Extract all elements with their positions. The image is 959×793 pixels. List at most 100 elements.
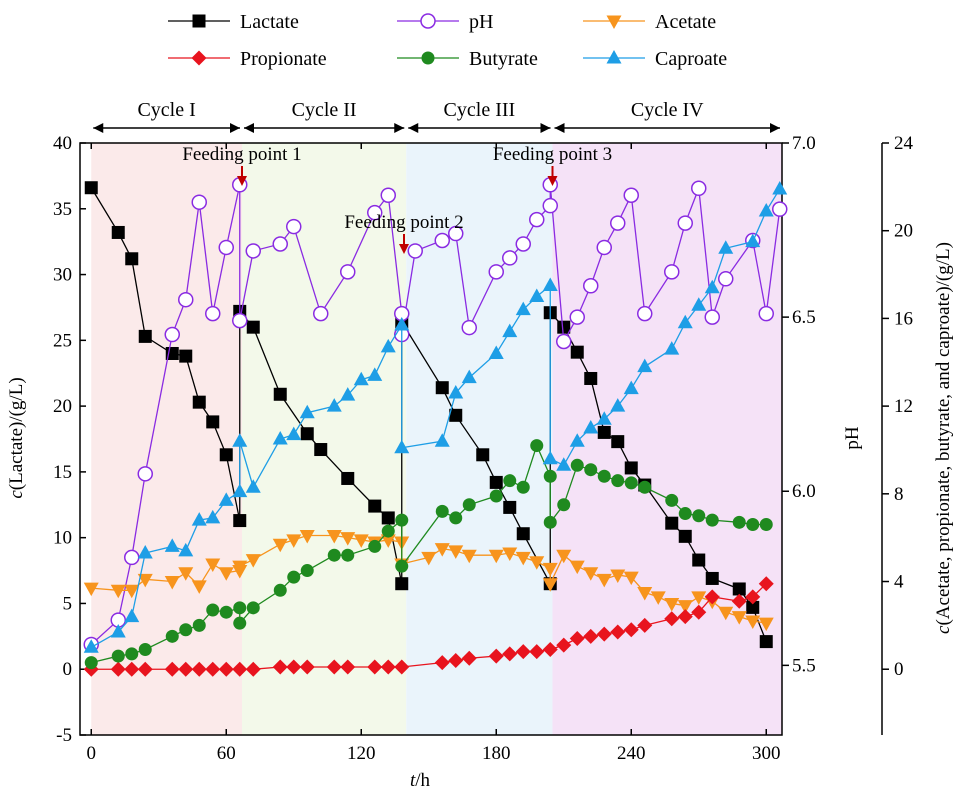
ph-point — [691, 180, 707, 197]
propionate-point — [745, 589, 761, 605]
caproate-point — [529, 288, 545, 302]
lactate-point — [273, 387, 287, 401]
caproate-point — [272, 431, 288, 445]
butyrate-point — [165, 629, 179, 643]
x-tick-label: 120 — [347, 743, 376, 764]
ph-point — [623, 187, 639, 203]
butyrate-point — [219, 605, 233, 619]
butyrate-point — [759, 518, 773, 532]
propionate-point — [245, 661, 261, 677]
cycle-label: Cycle IV — [631, 99, 704, 121]
lactate-point — [395, 577, 409, 591]
caproate-point — [232, 433, 248, 447]
acetate-point — [718, 606, 734, 621]
propionate-point — [394, 659, 410, 675]
cycle-band-4 — [552, 143, 782, 735]
propionate-point — [515, 644, 531, 660]
caproate-point — [367, 367, 383, 381]
butyrate-point — [746, 518, 760, 532]
acetate-point — [542, 578, 558, 592]
propionate-point — [326, 659, 342, 675]
ph-point — [434, 232, 450, 249]
propionate-point — [569, 631, 585, 647]
feeding-point-label: Feeding point 2 — [344, 212, 463, 233]
ph-point — [272, 236, 288, 252]
caproate-point — [286, 426, 302, 441]
lactate-point — [759, 635, 773, 649]
caproate-point — [218, 492, 234, 506]
cycle-arrowhead-left — [408, 123, 419, 133]
left-tick-label: 20 — [53, 396, 72, 417]
butyrate-point — [300, 564, 314, 578]
lactate-point — [449, 408, 463, 422]
propionate-point — [704, 589, 720, 605]
acetate-point — [380, 534, 396, 548]
butyrate-point — [597, 469, 611, 483]
ph-point — [488, 264, 504, 280]
acetate-point — [583, 567, 599, 581]
left-tick-label: 15 — [53, 462, 72, 483]
ph-point — [704, 309, 720, 325]
x-tick-label: 180 — [482, 743, 511, 764]
acetate-point — [623, 571, 639, 586]
butyrate-point — [273, 583, 287, 597]
caproate-point — [191, 512, 207, 526]
propionate-point — [434, 655, 450, 671]
ph-point — [502, 250, 518, 266]
butyrate-point — [449, 511, 463, 525]
butyrate-point — [705, 513, 719, 527]
legend-item-caproate: Caproate — [583, 48, 727, 70]
acetate-point — [421, 551, 437, 566]
left-tick-label: 25 — [53, 330, 72, 351]
feeding-point-label: Feeding point 1 — [182, 144, 301, 165]
acetate-point — [650, 591, 666, 605]
acetate-point — [448, 545, 464, 559]
legend-item-acetate: Acetate — [583, 11, 716, 33]
cycle-label: Cycle II — [292, 99, 357, 121]
acetate-point — [731, 611, 747, 625]
feeding-point-label: Feeding point 3 — [493, 144, 612, 165]
ph-point — [664, 264, 680, 280]
caproate-point — [326, 398, 342, 412]
butyrate-point — [179, 623, 193, 637]
butyrate-point — [543, 469, 557, 483]
left-tick-label: 40 — [53, 133, 72, 154]
acetate-point — [596, 573, 612, 588]
ph-point — [191, 194, 207, 210]
propionate-point — [205, 661, 221, 677]
acetate-point — [191, 580, 207, 594]
ph-point — [718, 271, 734, 287]
propionate-point — [137, 661, 153, 677]
propionate-point — [448, 652, 464, 668]
lactate-point — [219, 448, 233, 462]
caproate-point — [515, 301, 531, 316]
butyrate-point — [192, 618, 206, 632]
series-layer — [83, 177, 788, 677]
ph-point — [232, 312, 248, 329]
caproate-point — [299, 404, 315, 419]
ph-point — [461, 319, 477, 336]
cycle-arrowhead-right — [230, 123, 240, 133]
butyrate-point — [462, 498, 476, 512]
butyrate-point — [395, 559, 409, 573]
acetate-point — [502, 547, 518, 562]
x-axis-label: t/h — [410, 770, 431, 791]
caproate-point — [664, 341, 680, 355]
caproate-point — [434, 433, 450, 447]
propionate-point — [178, 661, 194, 677]
cycle-arrowhead-left — [554, 123, 565, 133]
ph-point — [448, 225, 464, 242]
axis-labels: t/h c(Lactate)/(g/L) pH c(Acetate, propi… — [6, 242, 954, 791]
butyrate-point — [368, 539, 382, 553]
series-butyrate — [84, 439, 773, 670]
propionate-point — [340, 659, 356, 675]
caproate-point — [394, 316, 410, 331]
propionate-point — [124, 661, 140, 677]
left-tick-label: -5 — [56, 725, 72, 746]
ph-point — [772, 201, 788, 217]
caproate-point — [623, 380, 639, 395]
caproate-point — [245, 479, 261, 493]
caproate-point — [704, 279, 720, 294]
x-tick-label: 300 — [752, 743, 781, 764]
